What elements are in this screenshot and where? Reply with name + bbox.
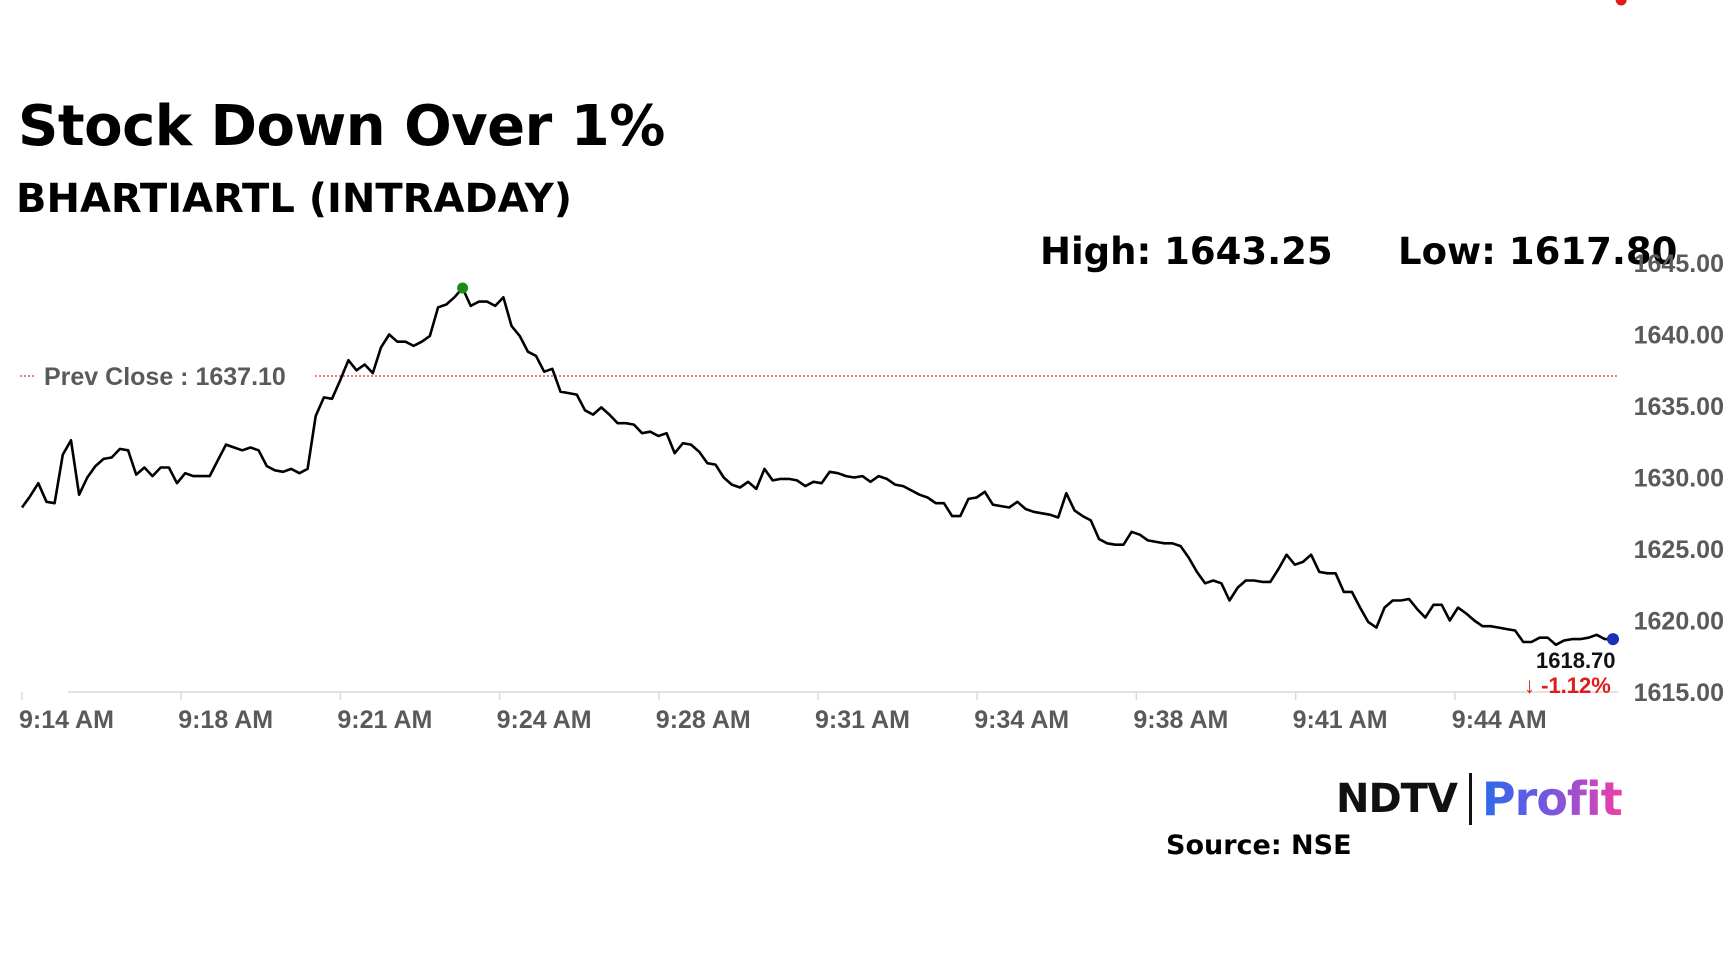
source-note: Source: NSE (1166, 830, 1352, 861)
prev-close-label: Prev Close : 1637.10 (44, 363, 286, 391)
price-line (22, 288, 1613, 645)
logo-profit-text: Profit (1482, 772, 1622, 826)
logo-ndtv-text: NDTV (1336, 776, 1457, 822)
x-tick-label: 9:34 AM (974, 706, 1069, 734)
logo-divider (1469, 773, 1472, 825)
x-tick-label: 9:31 AM (815, 706, 910, 734)
x-tick-label: 9:44 AM (1452, 706, 1547, 734)
x-tick-label: 9:41 AM (1293, 706, 1388, 734)
x-tick-label: 9:24 AM (497, 706, 592, 734)
x-tick-label: 9:28 AM (656, 706, 751, 734)
last-point-marker (1607, 633, 1619, 645)
high-point-marker (457, 283, 468, 294)
y-tick-label: 1635.00 (1634, 393, 1724, 421)
y-tick-label: 1615.00 (1634, 679, 1724, 707)
ndtv-profit-logo: NDTV Profit (1336, 772, 1622, 826)
y-tick-label: 1645.00 (1634, 250, 1724, 278)
last-price-label: 1618.70 (1536, 648, 1616, 673)
y-tick-label: 1640.00 (1634, 322, 1724, 350)
y-tick-label: 1630.00 (1634, 465, 1724, 493)
x-tick-label: 9:14 AM (19, 706, 114, 734)
y-tick-label: 1625.00 (1634, 536, 1724, 564)
x-tick-label: 9:38 AM (1133, 706, 1228, 734)
low-point-marker (1616, 0, 1627, 6)
y-tick-label: 1620.00 (1634, 608, 1724, 636)
change-percent-label: ↓ -1.12% (1524, 673, 1611, 698)
x-tick-label: 9:21 AM (337, 706, 432, 734)
x-tick-label: 9:18 AM (178, 706, 273, 734)
